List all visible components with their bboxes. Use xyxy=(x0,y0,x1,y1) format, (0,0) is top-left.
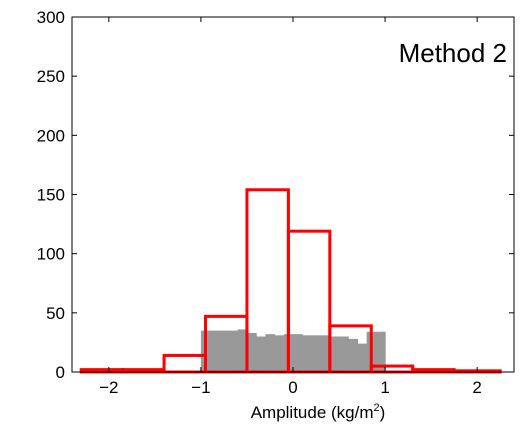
y-tick-label: 0 xyxy=(56,363,65,382)
plot-frame xyxy=(71,16,515,373)
gray-bar xyxy=(219,330,230,372)
gray-bar xyxy=(339,336,349,372)
method-annotation: Method 2 xyxy=(399,38,507,68)
gray-bar xyxy=(274,335,285,372)
y-tick-label: 150 xyxy=(37,186,65,205)
gray-bar xyxy=(256,336,266,372)
x-axis-label: Amplitude (kg/m2) xyxy=(251,402,386,422)
axes-frame xyxy=(71,16,515,373)
x-tick-label: 0 xyxy=(288,378,297,397)
y-tick-label: 250 xyxy=(37,67,65,86)
gray-bar xyxy=(329,336,340,372)
gray-bar xyxy=(375,331,386,372)
y-tick-label: 300 xyxy=(37,8,65,27)
gray-histogram-series xyxy=(200,329,386,372)
x-axis-label-base: Amplitude (kg/m xyxy=(251,403,374,422)
gray-bar xyxy=(228,330,239,372)
gray-bar xyxy=(265,334,276,372)
gray-bar xyxy=(320,335,331,372)
gray-bar xyxy=(348,338,359,372)
gray-bar xyxy=(302,335,313,372)
x-tick-label: −2 xyxy=(99,378,118,397)
gray-bar xyxy=(357,343,368,372)
y-tick-label: 200 xyxy=(37,126,65,145)
x-axis-ticks: −2 −1 0 1 2 xyxy=(99,17,482,397)
x-axis-label-superscript: 2 xyxy=(374,402,380,414)
x-tick-label: 1 xyxy=(380,378,389,397)
x-tick-label: −1 xyxy=(191,378,210,397)
gray-bar xyxy=(311,335,322,372)
red-bar xyxy=(162,353,208,374)
y-tick-label: 50 xyxy=(46,304,65,323)
gray-bar xyxy=(246,332,257,372)
y-axis-ticks: 0 50 100 150 200 250 300 xyxy=(37,8,514,382)
gray-bar xyxy=(237,329,248,372)
y-tick-label: 100 xyxy=(37,245,65,264)
x-tick-label: 2 xyxy=(472,378,481,397)
gray-bar xyxy=(293,334,303,372)
gray-bar xyxy=(210,330,220,372)
x-axis-label-close: ) xyxy=(380,403,386,422)
